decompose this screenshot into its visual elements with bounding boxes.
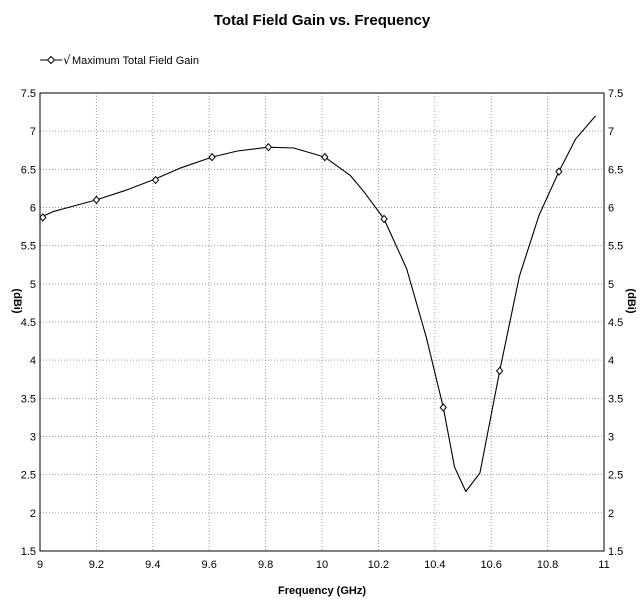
- y-tick-label-left: 2: [30, 508, 36, 520]
- data-point-marker: [39, 213, 47, 222]
- y-tick-label-right: 4: [608, 355, 614, 367]
- x-tick-label: 10.6: [480, 559, 501, 571]
- data-point-marker: [264, 142, 273, 152]
- data-point-marker: [321, 152, 329, 162]
- data-point-marker: [555, 167, 563, 176]
- y-tick-label-right: 6: [608, 203, 614, 215]
- series-line: [39, 115, 596, 493]
- x-tick-label: 10.4: [424, 559, 445, 571]
- data-point-marker: [92, 195, 101, 205]
- legend-diamond-icon: [46, 55, 56, 65]
- y-tick-label-right: 7.5: [608, 88, 623, 100]
- data-point-marker: [439, 403, 447, 412]
- y-tick-label-left: 1.5: [21, 546, 36, 558]
- y-tick-label-left: 6: [30, 203, 36, 215]
- legend: √ Maximum Total Field Gain: [40, 53, 199, 67]
- y-tick-label-left: 5: [30, 279, 36, 291]
- data-point-marker: [208, 152, 216, 162]
- y-tick-label-right: 2: [608, 508, 614, 520]
- legend-label: Maximum Total Field Gain: [72, 55, 199, 67]
- grid: [40, 93, 604, 551]
- data-point-marker: [151, 175, 160, 185]
- x-tick-label: 10.2: [368, 559, 389, 571]
- y-tick-label-right: 5.5: [608, 241, 623, 253]
- y-tick-label-right: 3.5: [608, 393, 623, 405]
- plot-frame: [39, 92, 605, 552]
- y-tick-label-left: 3.5: [21, 393, 36, 405]
- y-tick-label-right: 2.5: [608, 470, 623, 482]
- y-tick-label-left: 2.5: [21, 470, 36, 482]
- y-tick-label-left: 3: [30, 432, 36, 444]
- y-tick-label-left: 7.5: [21, 88, 36, 100]
- y-axis-label-right: (dBi): [625, 288, 637, 313]
- y-tick-label-right: 6.5: [608, 164, 623, 176]
- y-tick-label-left: 4: [30, 355, 36, 367]
- y-tick-label-left: 4.5: [21, 317, 36, 329]
- chart-title: Total Field Gain vs. Frequency: [214, 12, 431, 29]
- y-tick-label-left: 7: [30, 126, 36, 138]
- y-tick-label-right: 5: [608, 279, 614, 291]
- x-axis-label: Frequency (GHz): [278, 585, 366, 597]
- y-tick-label-left: 6.5: [21, 164, 36, 176]
- y-tick-label-left: 5.5: [21, 241, 36, 253]
- series: [39, 115, 596, 493]
- y-tick-label-right: 7: [608, 126, 614, 138]
- x-tick-label: 9.2: [89, 559, 104, 571]
- x-tick-label: 9.8: [258, 559, 273, 571]
- legend-check-icon: √: [63, 53, 71, 67]
- x-tick-label: 9.6: [202, 559, 217, 571]
- x-tick-label: 9.4: [145, 559, 160, 571]
- y-tick-label-right: 4.5: [608, 317, 623, 329]
- data-point-marker: [496, 366, 504, 376]
- x-tick-label: 11: [598, 559, 609, 571]
- x-tick-label: 9: [37, 559, 43, 571]
- data-point-marker: [380, 214, 388, 224]
- tick-labels: 9 9.2 9.4 9.6 9.8 10 10.2 10.4 10.6 10.8 111.5 1.52…: [21, 88, 624, 571]
- y-axis-label-left: (dBi): [11, 288, 23, 313]
- x-tick-label: 10.8: [537, 559, 558, 571]
- x-tick-label: 10: [316, 559, 328, 571]
- y-tick-label-right: 3: [608, 432, 614, 444]
- y-tick-label-right: 1.5: [608, 546, 623, 558]
